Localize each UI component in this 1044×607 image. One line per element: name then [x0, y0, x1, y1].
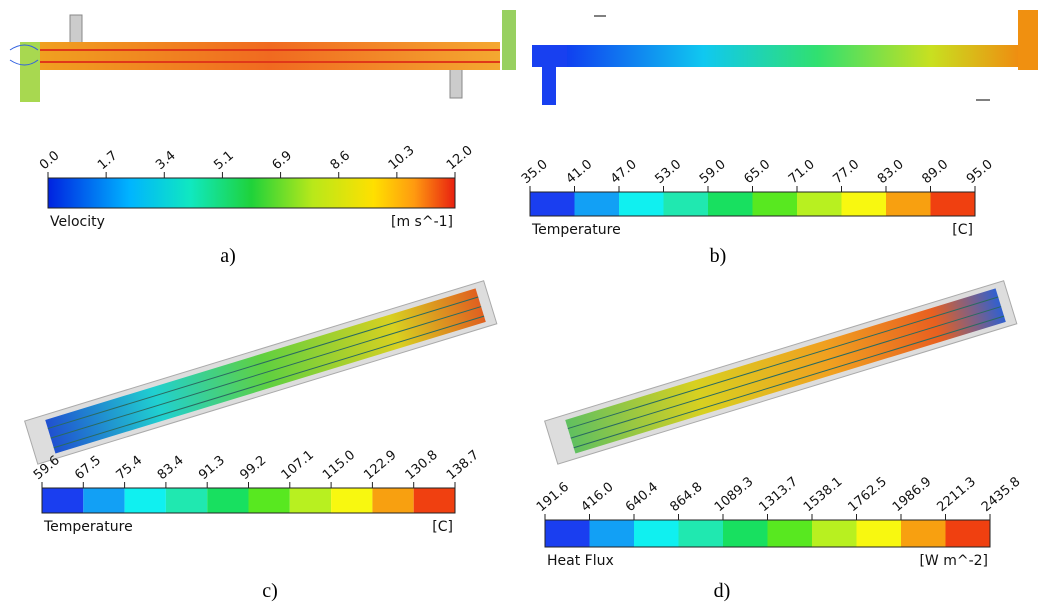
tube-bundle-3d: [544, 280, 1018, 465]
tick-label: 138.7: [444, 448, 482, 483]
colorbar-segment: [248, 488, 290, 513]
tick-label: 59.0: [697, 157, 729, 187]
tick-label: 10.3: [386, 143, 418, 173]
tick-label: 41.0: [563, 157, 595, 187]
panel-label: c): [262, 580, 278, 602]
tick-label: 8.6: [328, 148, 353, 173]
tick-label: 71.0: [786, 157, 818, 187]
colorbar-segment: [708, 192, 753, 216]
colorbar-segment: [901, 520, 946, 547]
tick-label: 1986.9: [890, 474, 934, 515]
colorbar-segment: [945, 520, 990, 547]
tick-label: 83.4: [155, 453, 187, 483]
colorbar: [47, 177, 456, 209]
colorbar-segment: [124, 488, 166, 513]
tick-label: 47.0: [608, 157, 640, 187]
colorbar-segment: [752, 192, 797, 216]
legend-unit: [C]: [952, 222, 973, 238]
colorbar-segment: [841, 192, 886, 216]
colorbar-segment: [331, 488, 373, 513]
tick-label: 75.4: [114, 453, 146, 483]
tick-label: 67.5: [72, 453, 104, 483]
tick-label: 83.0: [875, 157, 907, 187]
colorbar-segment: [413, 488, 455, 513]
tick-label: 89.0: [919, 157, 951, 187]
colorbar-segment: [589, 520, 634, 547]
colorbar-segment: [797, 192, 842, 216]
tick-label: 0.0: [37, 148, 62, 173]
tick-label: 640.4: [623, 480, 661, 515]
panel-label: d): [714, 580, 731, 602]
tick-label: 1762.5: [845, 474, 889, 515]
velocity-field: [9, 10, 516, 102]
tick-label: 1313.7: [756, 474, 800, 515]
tick-label: 1538.1: [801, 474, 845, 515]
tick-label: 5.1: [211, 148, 236, 173]
colorbar-segment: [574, 192, 619, 216]
colorbar-segment: [207, 488, 249, 513]
panel-label: b): [710, 245, 727, 267]
colorbar-segment: [545, 520, 590, 547]
tick-label: 95.0: [964, 157, 996, 187]
legend-unit: [m s^-1]: [391, 214, 453, 230]
colorbar-segment: [812, 520, 857, 547]
tick-label: 2211.3: [934, 474, 978, 515]
colorbar-segment: [767, 520, 812, 547]
tick-label: 6.9: [270, 148, 295, 173]
colorbar-segment: [372, 488, 414, 513]
colorbar-segment: [619, 192, 664, 216]
colorbar-segment: [856, 520, 901, 547]
tick-label: 65.0: [741, 157, 773, 187]
colorbar-segment: [83, 488, 125, 513]
tick-label: 191.6: [534, 480, 572, 515]
legend-title: Velocity: [50, 214, 105, 230]
tick-label: 122.9: [361, 448, 399, 483]
tick-label: 35.0: [519, 157, 551, 187]
panel-label: a): [220, 245, 236, 267]
tick-label: 1.7: [95, 148, 120, 173]
tick-label: 91.3: [196, 453, 228, 483]
tick-label: 115.0: [320, 448, 358, 483]
colorbar-segment: [165, 488, 208, 513]
tick-label: 416.0: [578, 480, 616, 515]
colorbar-segment: [930, 192, 975, 216]
tick-label: 107.1: [279, 448, 317, 483]
tick-label: 12.0: [444, 143, 476, 173]
colorbar-segment: [634, 520, 679, 547]
colorbar-segment: [678, 520, 723, 547]
tick-label: 77.0: [830, 157, 862, 187]
legend-title: Temperature: [531, 222, 621, 238]
colorbar-segment: [530, 192, 575, 216]
colorbar-segment: [42, 488, 84, 513]
colorbar-segment: [723, 520, 768, 547]
tick-label: 130.8: [403, 448, 441, 483]
legend-title: Heat Flux: [547, 553, 614, 569]
tick-label: 3.4: [153, 148, 178, 173]
tick-label: 53.0: [652, 157, 684, 187]
colorbar-segment: [663, 192, 708, 216]
tick-label: 99.2: [237, 453, 269, 483]
tick-label: 864.8: [667, 480, 705, 515]
legend-unit: [W m^-2]: [919, 553, 988, 569]
temperature-field: [532, 10, 1038, 105]
tick-label: 2435.8: [979, 474, 1023, 515]
legend-title: Temperature: [43, 519, 133, 535]
tick-label: 1089.3: [712, 474, 756, 515]
colorbar-segment: [886, 192, 931, 216]
legend-unit: [C]: [432, 519, 453, 535]
tube-bundle-3d: [24, 280, 498, 465]
colorbar-segment: [289, 488, 332, 513]
